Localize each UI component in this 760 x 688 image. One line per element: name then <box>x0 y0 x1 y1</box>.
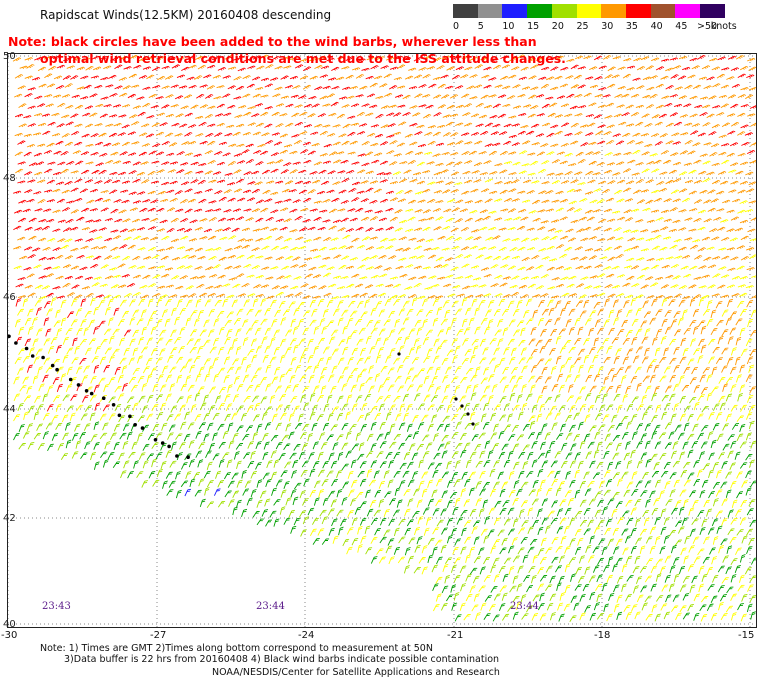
contamination-dot <box>140 426 145 430</box>
lon-label-15w: -15 <box>738 630 755 641</box>
contamination-dot <box>117 413 122 418</box>
wind-barbs <box>13 421 756 622</box>
contamination-dot <box>84 389 89 393</box>
time-label-2: 23:44 <box>256 601 285 612</box>
legend-swatch <box>453 4 479 18</box>
lon-label-27w: -27 <box>150 630 167 641</box>
legend-label: 5 <box>477 21 484 32</box>
contamination-dot <box>466 412 470 416</box>
contamination-dot <box>101 396 106 401</box>
time-label-3: 23:44 <box>510 601 539 612</box>
lat-label-50: 50 <box>3 51 16 62</box>
note-line-1: Note: black circles have been added to t… <box>8 34 537 49</box>
contamination-dot <box>111 403 116 407</box>
wind-barb-layer <box>8 54 756 627</box>
lat-label-42: 42 <box>3 513 16 524</box>
wind-barbs <box>13 149 756 622</box>
legend-unit: knots <box>710 21 737 32</box>
contamination-dot <box>153 438 158 442</box>
legend-swatch <box>625 4 652 18</box>
legend-swatch <box>477 4 503 18</box>
contamination-dot <box>68 377 73 382</box>
lon-label-18w: -18 <box>594 630 611 641</box>
contamination-dot <box>454 397 458 401</box>
contamination-dot <box>175 454 179 458</box>
contamination-dot <box>128 414 132 419</box>
legend-swatch <box>675 4 701 18</box>
legend-swatch <box>650 4 676 18</box>
wind-barbs <box>12 54 756 395</box>
legend-label: 30 <box>601 21 614 32</box>
legend-swatch <box>551 4 577 18</box>
lat-label-46: 46 <box>3 292 16 303</box>
legend-label: 40 <box>650 21 663 32</box>
barb-group <box>12 54 756 623</box>
contamination-dot <box>460 404 464 408</box>
contamination-dot <box>30 354 35 358</box>
note-line-2: optimal wind retrieval conditions are me… <box>40 51 566 66</box>
legend-label: 20 <box>551 21 564 32</box>
lon-label-21w: -21 <box>447 630 464 641</box>
contamination-dot <box>133 423 137 427</box>
wind-barbs <box>184 488 221 497</box>
lon-label-24w: -24 <box>298 630 315 641</box>
map-title: Rapidscat Winds(12.5KM) 20160408 descend… <box>40 8 332 22</box>
contamination-dot <box>24 346 29 351</box>
legend-label: 25 <box>576 21 589 32</box>
contamination-dot <box>89 391 94 396</box>
legend-label: 35 <box>625 21 638 32</box>
contamination-dot <box>50 363 55 368</box>
lon-label-30w: -30 <box>1 630 18 641</box>
contamination-dot <box>55 367 59 372</box>
legend-swatch <box>601 4 627 18</box>
legend-swatch <box>502 4 528 18</box>
legend-swatch <box>700 4 726 18</box>
contamination-dot <box>14 341 18 345</box>
legend-swatch <box>576 4 602 18</box>
contamination-dot <box>76 383 81 387</box>
legend-label: 10 <box>502 21 515 32</box>
legend-label: 0 <box>453 21 460 32</box>
contamination-dot <box>160 441 165 445</box>
time-label-1: 23:43 <box>42 601 71 612</box>
lat-label-48: 48 <box>3 173 16 184</box>
lat-label-40: 40 <box>3 619 16 630</box>
contamination-dot <box>167 444 171 449</box>
footer-note-2: 3)Data buffer is 22 hrs from 20160408 4)… <box>64 654 500 665</box>
footer-note-1: Note: 1) Times are GMT 2)Times along bot… <box>40 643 433 654</box>
contamination-dot <box>186 455 190 460</box>
lat-label-44: 44 <box>3 404 16 415</box>
contamination-dot <box>397 352 401 356</box>
wind-barbs <box>13 54 756 412</box>
contamination-markers <box>8 334 475 460</box>
contamination-dot <box>41 355 45 360</box>
legend-swatch <box>527 4 553 18</box>
legend-label: >50 <box>697 21 718 32</box>
legend-label: 15 <box>527 21 540 32</box>
wind-barb-map <box>7 53 757 628</box>
contamination-dot <box>471 422 475 426</box>
wind-barbs <box>17 392 756 623</box>
footer-credit: NOAA/NESDIS/Center for Satellite Applica… <box>212 667 500 678</box>
legend-label: 45 <box>675 21 688 32</box>
contamination-dot <box>8 334 11 339</box>
contamination-note: Note: black circles have been added to t… <box>8 33 566 67</box>
